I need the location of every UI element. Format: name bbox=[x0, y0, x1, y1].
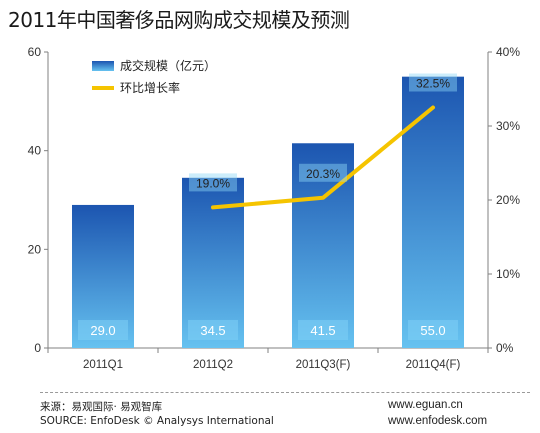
y2-tick-label: 10% bbox=[496, 267, 520, 281]
bar-value-label: 41.5 bbox=[310, 323, 335, 338]
y-tick-label: 20 bbox=[28, 242, 42, 256]
rate-label: 19.0% bbox=[196, 176, 230, 190]
x-tick-label: 2011Q4(F) bbox=[406, 359, 461, 371]
rate-label-bg bbox=[409, 73, 457, 92]
source-cn: 来源：易观国际· 易观智库 bbox=[40, 401, 163, 413]
rate-label: 20.3% bbox=[306, 167, 340, 181]
bar-value-label: 34.5 bbox=[200, 323, 225, 338]
x-tick-label: 2011Q2 bbox=[193, 359, 233, 371]
y-tick-label: 0 bbox=[34, 341, 41, 355]
url-eguan[interactable]: www.eguan.cn bbox=[388, 399, 463, 411]
bar bbox=[292, 143, 354, 348]
legend-swatch-bar bbox=[92, 61, 114, 71]
footer-divider bbox=[40, 392, 530, 393]
rate-label-bg bbox=[299, 163, 347, 182]
y-tick-label: 60 bbox=[28, 45, 42, 59]
bar-value-bg bbox=[78, 320, 128, 340]
x-tick-label: 2011Q1 bbox=[83, 359, 123, 371]
source-en: SOURCE: EnfoDesk © Analysys Internationa… bbox=[40, 415, 274, 427]
chart-title: 2011年中国奢侈品网购成交规模及预测 bbox=[8, 8, 350, 32]
bar-value-bg bbox=[408, 320, 458, 340]
x-tick-label: 2011Q3(F) bbox=[296, 359, 351, 371]
url-enfodesk[interactable]: www.enfodesk.com bbox=[388, 415, 488, 427]
bar-value-bg bbox=[298, 320, 348, 340]
legend-label-bar: 成交规模（亿元） bbox=[120, 58, 216, 73]
bar-value-label: 55.0 bbox=[420, 323, 445, 338]
rate-label-bg bbox=[189, 173, 237, 192]
y2-tick-label: 40% bbox=[496, 45, 520, 59]
legend-label-line: 环比增长率 bbox=[120, 80, 180, 95]
y2-tick-label: 30% bbox=[496, 119, 520, 133]
rate-label: 32.5% bbox=[416, 77, 450, 91]
y2-tick-label: 0% bbox=[496, 341, 514, 355]
y-tick-label: 40 bbox=[28, 144, 42, 158]
bar-value-label: 29.0 bbox=[90, 323, 115, 338]
bar-value-bg bbox=[188, 320, 238, 340]
y2-tick-label: 20% bbox=[496, 193, 520, 207]
bar bbox=[402, 76, 464, 349]
growth-rate-line bbox=[211, 105, 435, 210]
